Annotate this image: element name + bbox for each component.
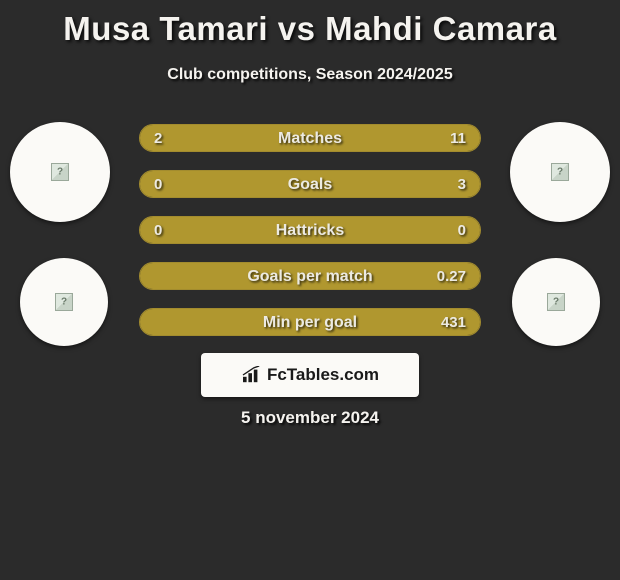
stat-value-right: 0 — [458, 217, 466, 243]
stat-row: Min per goal431 — [139, 308, 481, 336]
stat-row: 0Hattricks0 — [139, 216, 481, 244]
player1-club-circle — [20, 258, 108, 346]
brand-text: FcTables.com — [267, 365, 379, 385]
stat-value-right: 11 — [450, 125, 466, 151]
stat-value-right: 431 — [441, 309, 466, 335]
player1-photo-circle — [10, 122, 110, 222]
broken-image-icon — [547, 293, 565, 311]
chart-icon — [241, 366, 263, 384]
brand-watermark: FcTables.com — [201, 353, 419, 397]
player2-club-circle — [512, 258, 600, 346]
broken-image-icon — [55, 293, 73, 311]
stat-label: Goals per match — [140, 263, 480, 289]
stat-value-right: 3 — [458, 171, 466, 197]
broken-image-icon — [51, 163, 69, 181]
comparison-subtitle: Club competitions, Season 2024/2025 — [0, 66, 620, 84]
stat-row: Goals per match0.27 — [139, 262, 481, 290]
snapshot-date: 5 november 2024 — [0, 408, 620, 428]
stat-label: Matches — [140, 125, 480, 151]
comparison-title: Musa Tamari vs Mahdi Camara — [0, 0, 620, 48]
stat-row: 0Goals3 — [139, 170, 481, 198]
stat-label: Min per goal — [140, 309, 480, 335]
stat-row: 2Matches11 — [139, 124, 481, 152]
stat-label: Goals — [140, 171, 480, 197]
broken-image-icon — [551, 163, 569, 181]
player2-photo-circle — [510, 122, 610, 222]
stats-container: 2Matches110Goals30Hattricks0Goals per ma… — [139, 124, 481, 354]
stat-label: Hattricks — [140, 217, 480, 243]
stat-value-right: 0.27 — [437, 263, 466, 289]
